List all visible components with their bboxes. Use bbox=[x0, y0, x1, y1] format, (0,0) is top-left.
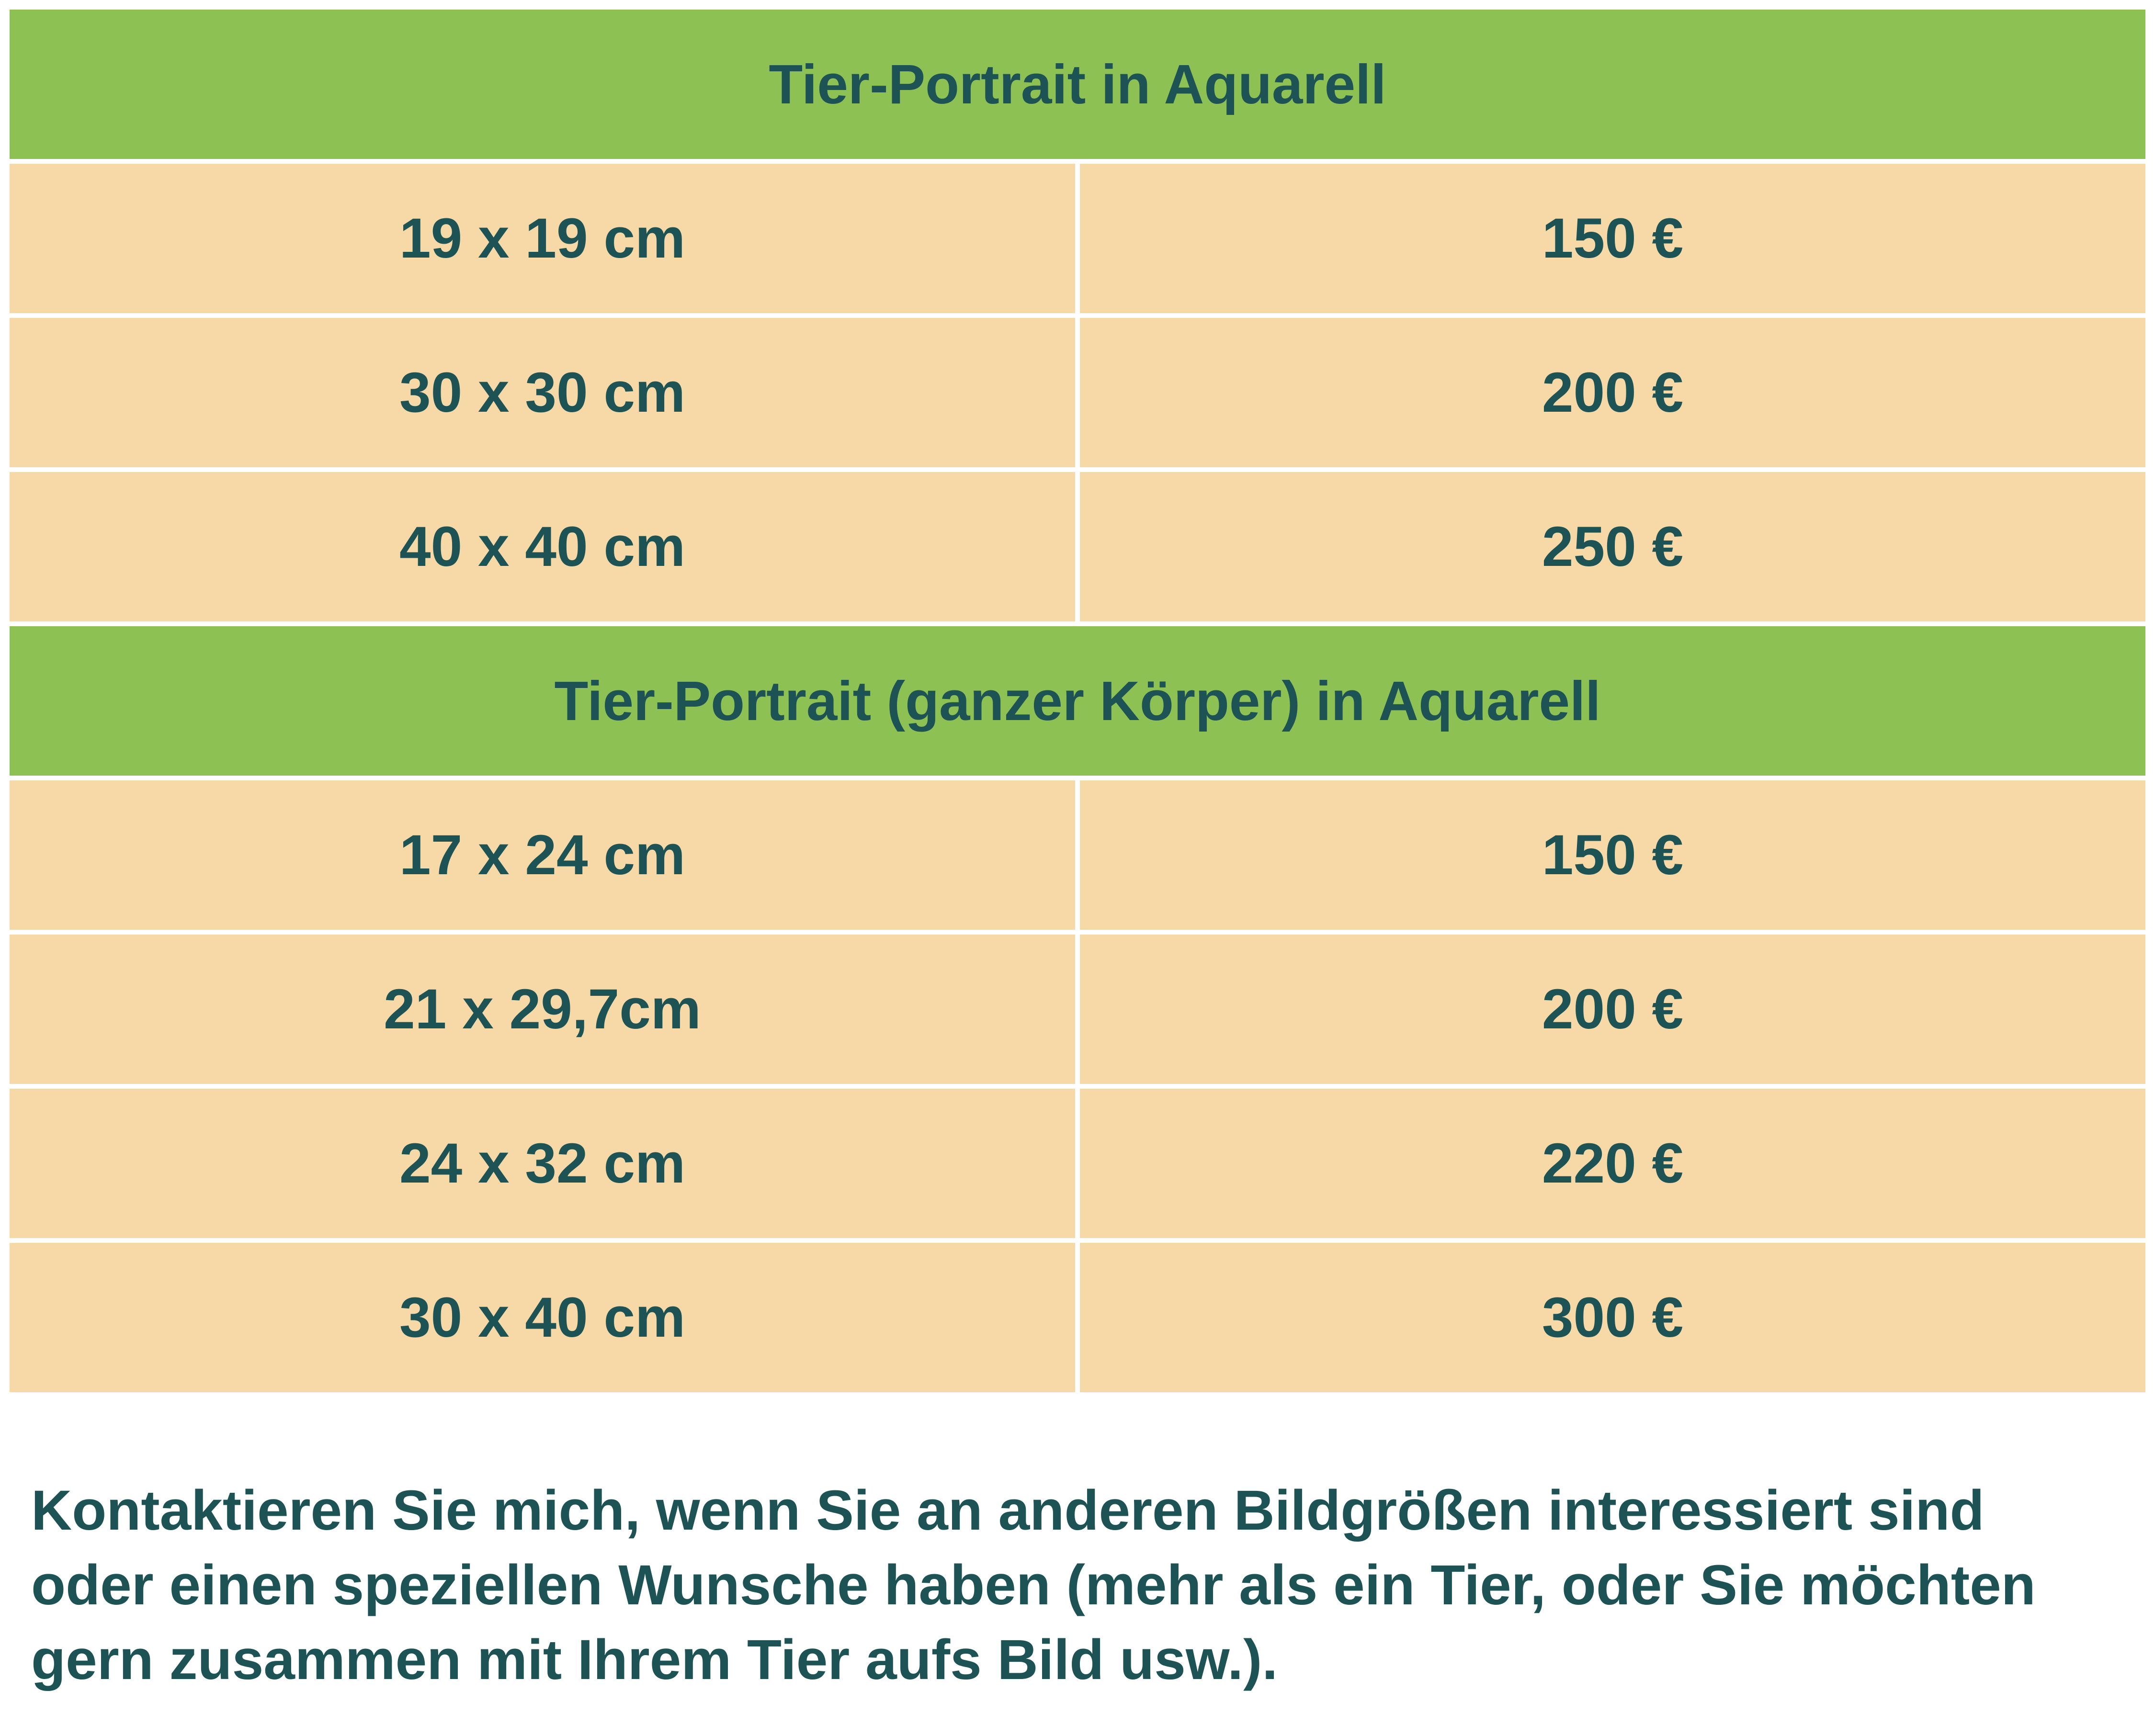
price-cell: 300 € bbox=[1080, 1243, 2145, 1392]
table-title-portrait: Tier-Portrait in Aquarell bbox=[769, 53, 1386, 115]
price-cell: 150 € bbox=[1080, 164, 2145, 313]
size-cell: 30 x 30 cm bbox=[10, 318, 1075, 467]
price-cell: 150 € bbox=[1080, 780, 2145, 930]
size-cell: 30 x 40 cm bbox=[10, 1243, 1075, 1392]
contact-note: Kontaktieren Sie mich, wenn Sie an ander… bbox=[31, 1479, 2036, 1691]
size-cell: 40 x 40 cm bbox=[10, 472, 1075, 621]
size-cell: 19 x 19 cm bbox=[10, 164, 1075, 313]
table-row: 30 x 30 cm 200 € bbox=[10, 318, 2145, 467]
size-cell: 17 x 24 cm bbox=[10, 780, 1075, 930]
table-header-ganzer-koerper: Tier-Portrait (ganzer Körper) in Aquarel… bbox=[10, 626, 2145, 776]
table-header-portrait: Tier-Portrait in Aquarell bbox=[10, 10, 2145, 159]
price-cell: 200 € bbox=[1080, 318, 2145, 467]
table-row: 40 x 40 cm 250 € bbox=[10, 472, 2145, 621]
price-table: Tier-Portrait in Aquarell 19 x 19 cm 150… bbox=[10, 10, 2145, 1392]
size-cell: 24 x 32 cm bbox=[10, 1089, 1075, 1238]
table-row: 17 x 24 cm 150 € bbox=[10, 780, 2145, 930]
table-title-ganzer-koerper: Tier-Portrait (ganzer Körper) in Aquarel… bbox=[554, 670, 1601, 732]
table-row: 24 x 32 cm 220 € bbox=[10, 1089, 2145, 1238]
price-cell: 200 € bbox=[1080, 935, 2145, 1084]
table-row: 19 x 19 cm 150 € bbox=[10, 164, 2145, 313]
price-cell: 250 € bbox=[1080, 472, 2145, 621]
price-cell: 220 € bbox=[1080, 1089, 2145, 1238]
table-row: 21 x 29,7cm 200 € bbox=[10, 935, 2145, 1084]
table-row: 30 x 40 cm 300 € bbox=[10, 1243, 2145, 1392]
size-cell: 21 x 29,7cm bbox=[10, 935, 1075, 1084]
